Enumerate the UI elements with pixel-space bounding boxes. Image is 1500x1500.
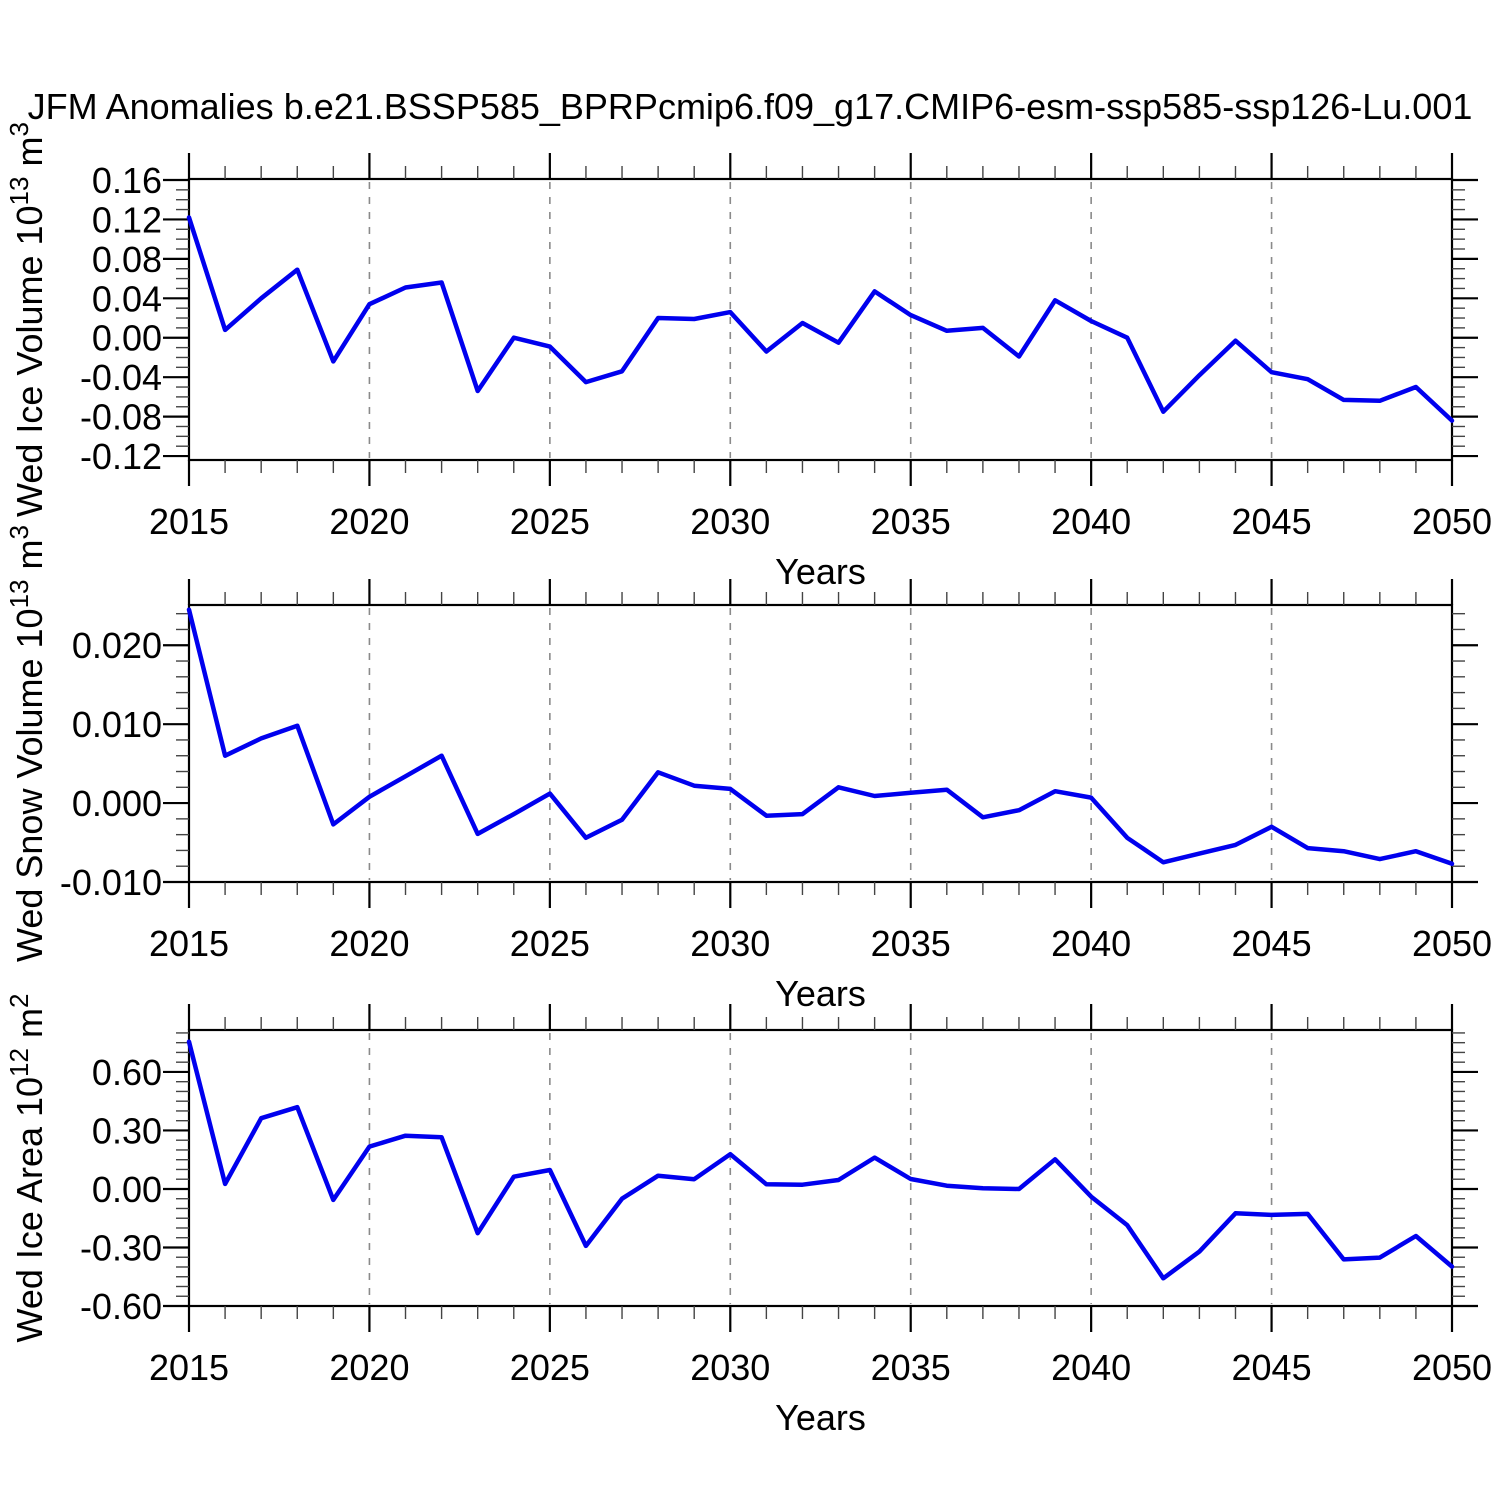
x-axis-title: Years	[775, 1397, 866, 1438]
wed-ice-volume-line	[186, 215, 1455, 423]
y-tick-label: -0.04	[80, 357, 162, 398]
x-tick-label: 2040	[1051, 923, 1131, 964]
x-tick-label: 2025	[510, 1347, 590, 1388]
y-tick-labels: 0.160.120.080.040.00-0.04-0.08-0.12	[80, 160, 162, 477]
x-axis-title: Years	[775, 973, 866, 1014]
x-axis-title: Years	[775, 551, 866, 592]
x-tick-label: 2030	[690, 923, 770, 964]
x-tick-label: 2040	[1051, 1347, 1131, 1388]
y-ticks	[163, 178, 1478, 458]
x-ticks	[187, 153, 1454, 486]
y-tick-labels: 0.60 0.30 0.00 -0.30 -0.60	[80, 1052, 162, 1327]
y-tick-label: 0.16	[92, 160, 162, 201]
x-tick-label: 2020	[329, 501, 409, 542]
y-ticks	[163, 1032, 1478, 1308]
x-tick-labels: 2015 2020 2025 2030 2035 2040 2045 2050	[149, 923, 1492, 964]
x-tick-label: 2025	[510, 923, 590, 964]
wed-snow-volume-line	[186, 607, 1455, 867]
y-tick-label: 0.12	[92, 199, 162, 240]
plot-frame	[187, 177, 1454, 462]
x-tick-labels: 2015 2020 2025 2030 2035 2040 2045 2050	[149, 1347, 1492, 1388]
x-tick-label: 2015	[149, 923, 229, 964]
x-tick-label: 2035	[871, 1347, 951, 1388]
gridlines	[368, 1033, 1273, 1304]
y-tick-label: 0.08	[92, 239, 162, 280]
x-tick-label: 2015	[149, 501, 229, 542]
y-tick-label: 0.04	[92, 278, 162, 319]
y-ticks	[163, 612, 1478, 884]
y-tick-label: -0.08	[80, 397, 162, 438]
x-tick-label: 2045	[1232, 1347, 1312, 1388]
y-axis-title: Wed Snow Volume 1013 m3	[4, 525, 50, 962]
y-tick-label: 0.00	[92, 318, 162, 359]
y-axis-title: Wed Ice Area 1012 m2	[4, 994, 50, 1343]
y-tick-label: -0.30	[80, 1227, 162, 1268]
x-tick-label: 2030	[690, 501, 770, 542]
x-tick-label: 2025	[510, 501, 590, 542]
y-tick-label: 0.020	[72, 625, 162, 666]
y-tick-label: 0.30	[92, 1110, 162, 1151]
x-tick-label: 2035	[871, 923, 951, 964]
y-tick-label: 0.00	[92, 1169, 162, 1210]
chart-title: JFM Anomalies b.e21.BSSP585_BPRPcmip6.f0…	[27, 86, 1473, 127]
x-tick-label: 2040	[1051, 501, 1131, 542]
panel-wed-snow-volume: 0.020 0.010 0.000 -0.010 2015 2020 2025 2030 203…	[4, 525, 1492, 1014]
x-tick-label: 2020	[329, 923, 409, 964]
x-ticks	[187, 1004, 1454, 1332]
x-tick-label: 2020	[329, 1347, 409, 1388]
y-tick-label: 0.010	[72, 704, 162, 745]
x-tick-labels: 2015 2020 2025 2030 2035 2040 2045 2050	[149, 501, 1492, 542]
x-tick-label: 2035	[871, 501, 951, 542]
wed-ice-area-line	[186, 1039, 1455, 1281]
x-tick-label: 2030	[690, 1347, 770, 1388]
plot-frame	[187, 603, 1454, 884]
gridlines	[368, 182, 1273, 458]
y-tick-label: 0.000	[72, 783, 162, 824]
y-axis-title: Wed Ice Volume 1013 m3	[4, 122, 50, 517]
plot-frame	[187, 1028, 1454, 1308]
y-tick-label: 0.60	[92, 1052, 162, 1093]
gridlines	[368, 608, 1273, 880]
y-tick-labels: 0.020 0.010 0.000 -0.010	[60, 625, 162, 903]
x-ticks	[187, 579, 1454, 908]
y-tick-label: -0.010	[60, 862, 162, 903]
x-tick-label: 2050	[1412, 1347, 1492, 1388]
x-tick-label: 2050	[1412, 501, 1492, 542]
y-tick-label: -0.12	[80, 436, 162, 477]
x-tick-label: 2050	[1412, 923, 1492, 964]
x-tick-label: 2045	[1232, 501, 1312, 542]
x-tick-label: 2015	[149, 1347, 229, 1388]
y-tick-label: -0.60	[80, 1286, 162, 1327]
x-tick-label: 2045	[1232, 923, 1312, 964]
